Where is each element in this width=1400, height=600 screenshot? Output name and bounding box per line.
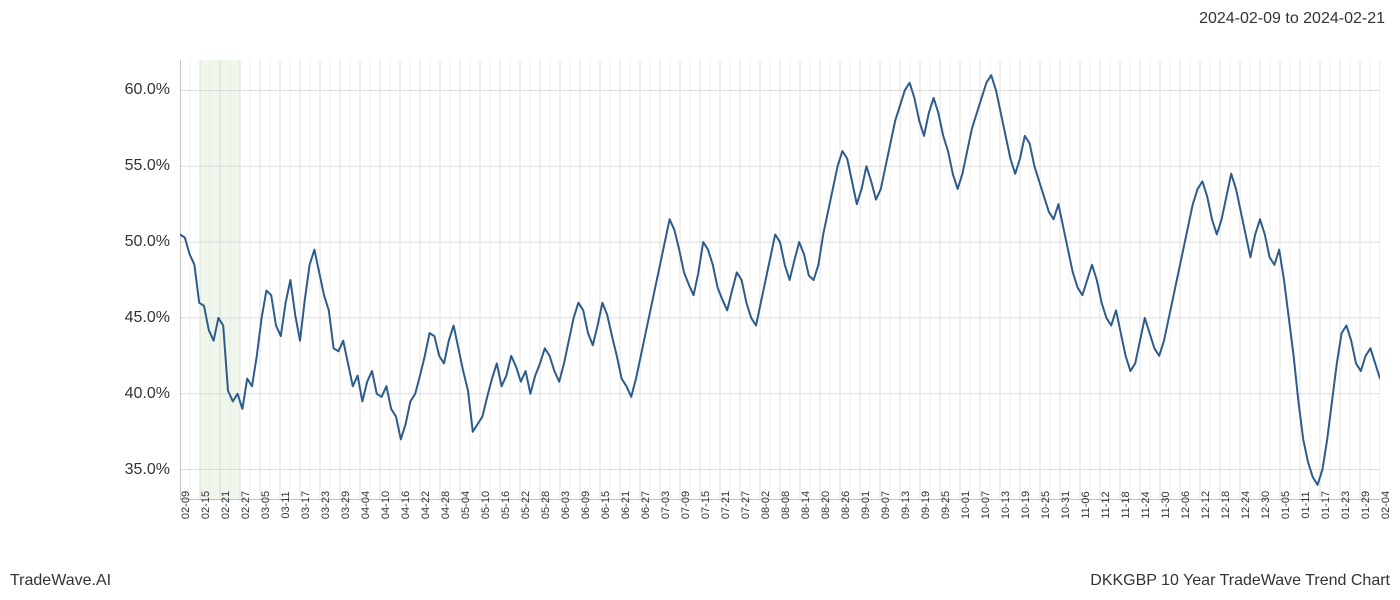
y-tick-label: 45.0% <box>125 309 170 327</box>
x-tick-label: 11-30 <box>1160 491 1172 518</box>
x-tick-label: 09-13 <box>900 491 912 519</box>
x-tick-label: 02-21 <box>220 491 232 519</box>
x-tick-label: 01-23 <box>1340 491 1352 519</box>
x-tick-label: 08-14 <box>800 491 812 519</box>
x-tick-label: 06-15 <box>600 491 612 519</box>
x-tick-label: 02-27 <box>240 491 252 519</box>
x-tick-label: 09-01 <box>860 491 872 519</box>
x-tick-label: 12-06 <box>1180 491 1192 519</box>
x-tick-label: 04-10 <box>380 491 392 519</box>
x-tick-label: 10-31 <box>1060 491 1072 519</box>
x-tick-label: 06-09 <box>580 491 592 519</box>
x-tick-label: 04-28 <box>440 491 452 519</box>
x-tick-label: 06-27 <box>640 491 652 519</box>
x-tick-label: 10-07 <box>980 491 992 519</box>
x-tick-label: 05-04 <box>460 491 472 519</box>
x-tick-label: 07-21 <box>720 491 732 519</box>
x-tick-label: 10-13 <box>1000 491 1012 519</box>
x-tick-label: 01-05 <box>1280 491 1292 519</box>
x-tick-label: 05-28 <box>540 491 552 519</box>
x-tick-label: 06-03 <box>560 491 572 519</box>
x-tick-label: 03-23 <box>320 491 332 519</box>
x-tick-label: 09-19 <box>920 491 932 519</box>
x-tick-label: 12-18 <box>1220 491 1232 519</box>
x-tick-label: 12-30 <box>1260 491 1272 519</box>
x-tick-label: 04-16 <box>400 491 412 519</box>
x-tick-label: 12-24 <box>1240 491 1252 519</box>
x-tick-label: 08-02 <box>760 491 772 519</box>
brand-label: TradeWave.AI <box>10 572 111 590</box>
x-tick-label: 01-29 <box>1360 491 1372 519</box>
x-tick-label: 07-09 <box>680 491 692 519</box>
x-tick-label: 10-19 <box>1020 491 1032 519</box>
x-tick-label: 01-11 <box>1300 491 1312 518</box>
chart-container <box>180 60 1380 500</box>
y-tick-label: 35.0% <box>125 461 170 479</box>
x-tick-label: 03-29 <box>340 491 352 519</box>
x-tick-label: 05-22 <box>520 491 532 519</box>
x-tick-label: 03-17 <box>300 491 312 519</box>
x-tick-label: 01-17 <box>1320 491 1332 519</box>
y-tick-label: 55.0% <box>125 157 170 175</box>
x-tick-label: 09-25 <box>940 491 952 519</box>
x-tick-label: 07-27 <box>740 491 752 519</box>
chart-title: DKKGBP 10 Year TradeWave Trend Chart <box>1090 572 1390 590</box>
x-tick-label: 11-18 <box>1120 491 1132 518</box>
x-tick-label: 02-15 <box>200 491 212 519</box>
x-tick-label: 11-12 <box>1100 491 1112 518</box>
x-tick-label: 02-04 <box>1380 491 1392 519</box>
x-tick-label: 05-10 <box>480 491 492 519</box>
x-tick-label: 06-21 <box>620 491 632 519</box>
x-tick-label: 10-01 <box>960 491 972 519</box>
x-tick-label: 03-11 <box>280 491 292 518</box>
x-tick-label: 10-25 <box>1040 491 1052 519</box>
x-tick-label: 09-07 <box>880 491 892 519</box>
x-tick-label: 12-12 <box>1200 491 1212 519</box>
x-tick-label: 07-03 <box>660 491 672 519</box>
x-tick-label: 08-20 <box>820 491 832 519</box>
y-tick-label: 50.0% <box>125 233 170 251</box>
x-tick-label: 08-08 <box>780 491 792 519</box>
x-tick-label: 07-15 <box>700 491 712 519</box>
x-tick-label: 02-09 <box>180 491 192 519</box>
x-tick-label: 03-05 <box>260 491 272 519</box>
x-tick-label: 04-22 <box>420 491 432 519</box>
y-tick-label: 40.0% <box>125 385 170 403</box>
x-tick-label: 05-16 <box>500 491 512 519</box>
x-tick-label: 11-24 <box>1140 491 1152 518</box>
x-tick-label: 08-26 <box>840 491 852 519</box>
trend-chart <box>180 60 1380 500</box>
x-tick-label: 04-04 <box>360 491 372 519</box>
y-tick-label: 60.0% <box>125 81 170 99</box>
date-range-label: 2024-02-09 to 2024-02-21 <box>1199 10 1385 28</box>
x-tick-label: 11-06 <box>1080 491 1092 518</box>
